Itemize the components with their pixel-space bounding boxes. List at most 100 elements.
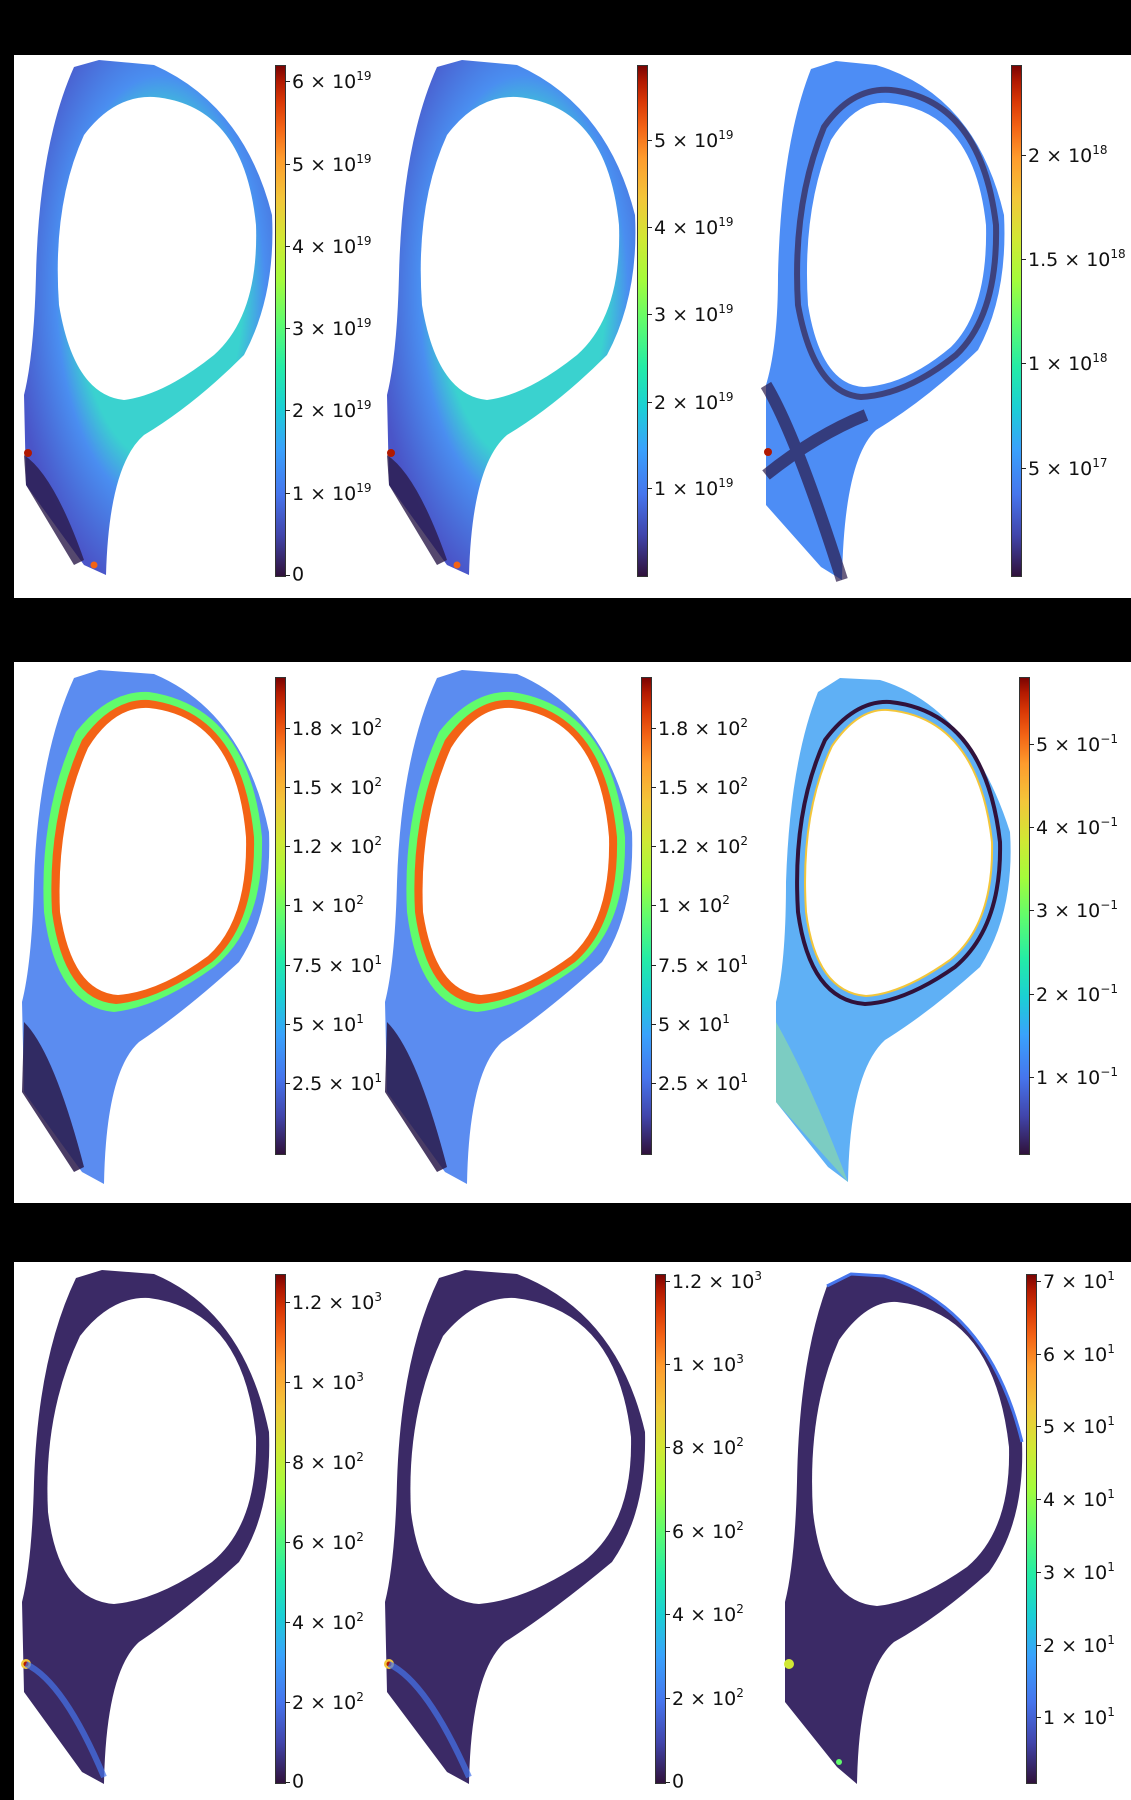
colorbar-tick — [1036, 1572, 1041, 1574]
tick-exponent: 1 — [356, 1011, 364, 1026]
tick-mantissa: 0 — [672, 1770, 685, 1793]
colorbar-tick — [285, 787, 290, 789]
colorbar-tick-label: 4 × 101 — [1043, 1487, 1115, 1512]
colorbar-tick-label: 1 × 10−1 — [1036, 1064, 1118, 1089]
colorbar-tick — [1036, 1353, 1041, 1355]
colorbar-tick — [651, 846, 656, 848]
tick-exponent: 18 — [1110, 246, 1126, 261]
plot-panel-r1c3: 2 × 1018 1.5 × 1018 1 × 1018 5 × 1017 — [756, 55, 1131, 598]
tick-exponent: 1 — [740, 952, 749, 967]
tick-exponent: 3 — [356, 1369, 364, 1384]
colorbar-tick-label: 4 × 1019 — [292, 234, 372, 259]
tick-mantissa: 1 — [292, 482, 305, 505]
colorbar-tick — [285, 575, 290, 576]
tick-mantissa: 1.5 — [292, 777, 323, 800]
colorbar-r2c1 — [275, 677, 286, 1155]
colorbar-tick — [647, 140, 652, 142]
tick-mantissa: 1.2 — [292, 836, 323, 859]
colorbar-tick — [647, 227, 652, 229]
colorbar-tick — [651, 1023, 656, 1025]
colorbar-tick — [285, 846, 290, 848]
tick-exponent: 2 — [356, 1609, 364, 1624]
colorbar-tick-label: 1.8 × 102 — [658, 716, 749, 741]
colorbar-tick-label: 4 × 102 — [292, 1609, 364, 1634]
tick-exponent: 2 — [736, 1519, 744, 1534]
tick-exponent: 2 — [736, 1686, 744, 1701]
tick-mantissa: 2 — [292, 1691, 305, 1714]
tick-exponent: 19 — [356, 151, 372, 166]
colorbar-tick-label: 4 × 10−1 — [1036, 814, 1118, 839]
colorbar-tick-label: 1 × 103 — [672, 1351, 744, 1376]
tokamak-map-r3c2 — [384, 1270, 646, 1784]
tick-exponent: 19 — [718, 302, 734, 317]
colorbar-tick — [665, 1614, 670, 1616]
colorbar-tick-label: 0 — [292, 1772, 304, 1792]
colorbar-tick — [1021, 154, 1026, 156]
tick-mantissa: 3 — [654, 304, 667, 327]
tokamak-map-r2c2 — [385, 670, 633, 1184]
colorbar-tick-label: 1 × 101 — [1043, 1705, 1115, 1730]
colorbar-r2c2 — [641, 677, 652, 1155]
colorbar-tick-label: 3 × 10−1 — [1036, 898, 1118, 923]
tick-mantissa: 2 — [672, 1688, 685, 1711]
tick-exponent: 2 — [356, 1689, 364, 1704]
colorbar-tick-label: 1.5 × 1018 — [1028, 246, 1126, 271]
figure-row-2: 1.8 × 102 1.5 × 102 1.2 × 102 1 × 102 7.5 × … — [14, 662, 1131, 1203]
tick-exponent: 2 — [740, 775, 749, 790]
colorbar-tick-label: 5 × 10−1 — [1036, 731, 1118, 756]
plot-panel-r3c2: 1.2 × 103 1 × 103 8 × 102 6 × 102 4 × 102 2 ×… — [377, 1262, 762, 1800]
tick-exponent: 3 — [374, 1289, 383, 1304]
tick-mantissa: 2 — [654, 391, 667, 414]
colorbar-tick-label: 6 × 102 — [672, 1519, 744, 1544]
tick-mantissa: 2.5 — [292, 1072, 323, 1095]
colorbar-tick — [665, 1698, 670, 1700]
colorbar-tick — [665, 1782, 670, 1783]
colorbar-tick — [285, 163, 290, 165]
colorbar-tick — [651, 1082, 656, 1084]
colorbar-tick — [665, 1280, 670, 1282]
colorbar-tick-label: 1.2 × 102 — [292, 834, 383, 859]
tokamak-map-r3c3 — [784, 1272, 1024, 1784]
tick-mantissa: 4 — [292, 1611, 305, 1634]
colorbar-tick — [647, 314, 652, 316]
colorbar-tick-label: 5 × 1019 — [654, 128, 734, 153]
tokamak-map-r2c3 — [776, 678, 1011, 1182]
colorbar-tick — [1029, 993, 1034, 995]
tick-mantissa: 3 — [292, 318, 305, 341]
tick-mantissa: 1 — [292, 895, 305, 918]
tick-mantissa: 5 — [1036, 733, 1049, 756]
colorbar-tick-label: 7 × 101 — [1043, 1268, 1115, 1293]
tick-exponent: 19 — [356, 480, 372, 495]
tick-mantissa: 1 — [292, 1371, 305, 1394]
colorbar-r3c3 — [1026, 1274, 1037, 1784]
colorbar-tick — [285, 410, 290, 412]
tick-exponent: 2 — [374, 716, 383, 731]
colorbar-tick-label: 1.2 × 103 — [292, 1289, 383, 1314]
tick-mantissa: 7.5 — [292, 954, 323, 977]
colorbar-tick — [1029, 910, 1034, 912]
colorbar-tick-label: 5 × 101 — [658, 1011, 730, 1036]
tick-exponent: −1 — [1100, 1064, 1118, 1079]
colorbar-tick — [1029, 1076, 1034, 1078]
tick-mantissa: 1 — [1028, 353, 1041, 376]
colorbar-tick-label: 1 × 102 — [658, 893, 730, 918]
tick-exponent: 19 — [356, 234, 372, 249]
plot-panel-r1c2: 5 × 1019 4 × 1019 3 × 1019 2 × 1019 1 × 1019 — [377, 55, 742, 598]
figure-row-3: 1.2 × 103 1 × 103 8 × 102 6 × 102 4 × 102 2 ×… — [14, 1262, 1131, 1800]
tick-exponent: 2 — [356, 1449, 364, 1464]
tick-mantissa: 6 — [1043, 1343, 1056, 1366]
colorbar-tick-label: 3 × 1019 — [292, 316, 372, 341]
colorbar-tick-label: 5 × 1019 — [292, 151, 372, 176]
colorbar-tick — [647, 488, 652, 490]
colorbar-tick — [285, 1381, 290, 1383]
colorbar-tick — [285, 1782, 290, 1783]
colorbar-tick-label: 7.5 × 101 — [658, 952, 749, 977]
tick-mantissa: 3 — [1036, 900, 1049, 923]
colorbar-tick-label: 2 × 102 — [672, 1686, 744, 1711]
colorbar-tick-label: 2 × 1018 — [1028, 142, 1108, 167]
colorbar-tick — [285, 246, 290, 248]
colorbar-tick — [285, 1701, 290, 1703]
colorbar-tick — [1021, 467, 1026, 469]
colorbar-tick — [285, 728, 290, 730]
tick-mantissa: 4 — [292, 236, 305, 259]
